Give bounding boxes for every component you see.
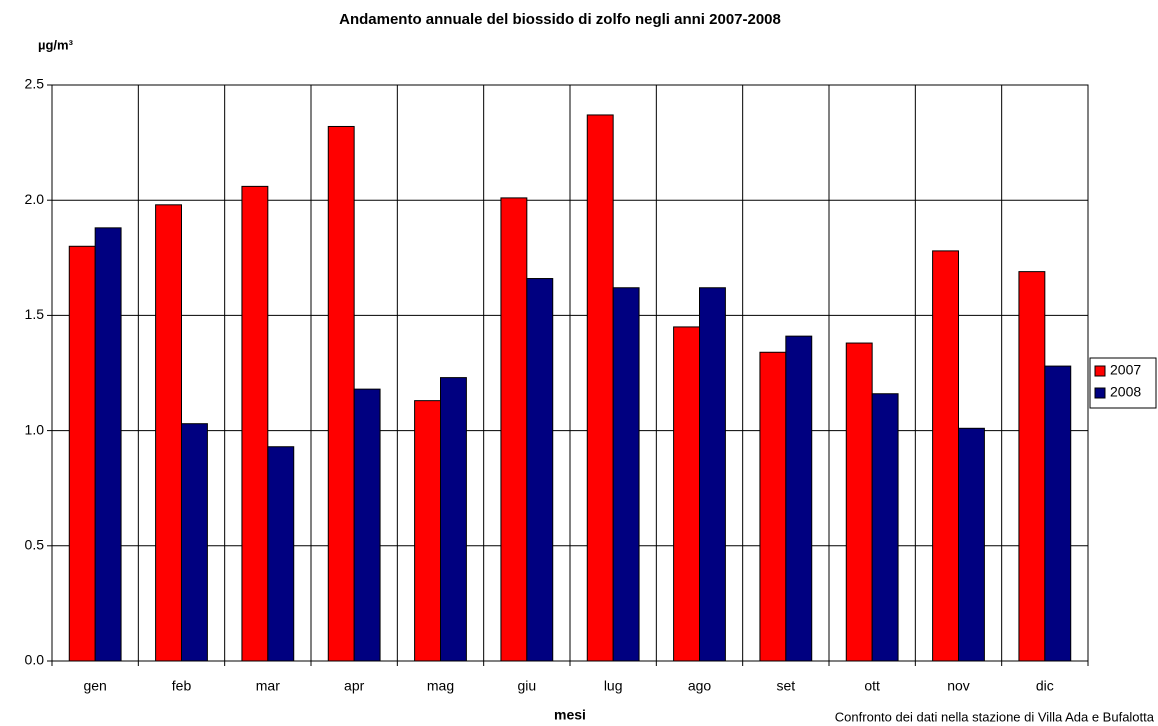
bar: [94, 227, 122, 662]
y-tick-label: 2.0: [25, 191, 45, 207]
bar: [155, 204, 183, 662]
y-tick-label: 2.5: [25, 76, 45, 92]
bar: [1044, 365, 1072, 662]
x-tick-label: dic: [1036, 678, 1054, 694]
bar: [785, 335, 813, 662]
bar: [241, 185, 269, 662]
y-tick-label: 1.0: [25, 421, 45, 437]
bar: [353, 388, 381, 662]
bar: [958, 427, 985, 662]
chart-title: Andamento annuale del biossido di zolfo …: [339, 11, 781, 28]
legend-swatch: [1094, 365, 1106, 377]
x-tick-label: ago: [688, 678, 712, 694]
y-tick-label: 0.5: [25, 537, 45, 553]
x-tick-label: ott: [864, 678, 880, 694]
note: Confronto dei dati nella stazione di Vil…: [835, 709, 1155, 724]
x-tick-label: giu: [517, 678, 536, 694]
bar: [871, 393, 899, 662]
x-tick-label: mag: [427, 678, 454, 694]
bar: [440, 377, 467, 662]
x-tick-label: mar: [256, 678, 280, 694]
y-tick-label: 0.0: [25, 652, 45, 668]
bar: [673, 326, 700, 662]
bar: [845, 342, 873, 662]
x-tick-label: lug: [604, 678, 623, 694]
bar: [68, 245, 96, 662]
bar: [500, 197, 528, 662]
x-tick-label: feb: [172, 678, 192, 694]
bar: [759, 351, 787, 662]
bar: [699, 287, 726, 662]
legend-label: 2007: [1110, 362, 1141, 378]
x-tick-label: gen: [83, 678, 106, 694]
bar: [932, 250, 959, 662]
x-axis-label: mesi: [554, 707, 586, 723]
legend-label: 2008: [1110, 384, 1141, 400]
bar: [414, 400, 442, 662]
bar: [586, 114, 614, 662]
y-tick-label: 1.5: [25, 306, 45, 322]
x-tick-label: nov: [947, 678, 970, 694]
bar: [267, 446, 295, 662]
bar: [612, 287, 640, 662]
bar: [181, 423, 208, 662]
bar: [327, 125, 355, 662]
x-tick-label: set: [776, 678, 795, 694]
y-axis-label: µg/m³: [38, 37, 74, 52]
bar: [526, 278, 554, 662]
bar: [1018, 271, 1046, 662]
x-tick-label: apr: [344, 678, 365, 694]
legend-swatch: [1094, 387, 1106, 399]
